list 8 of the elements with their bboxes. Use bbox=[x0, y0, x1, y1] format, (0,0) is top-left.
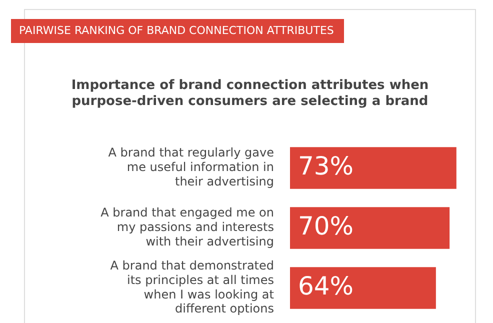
text: PAIRWISE RANKING OF BRAND CONNECTION ATTRIBUTES bbox=[11, 19, 344, 43]
y-tick-label: A brand that engaged me on my passions and interests with their advertising bbox=[100, 206, 274, 249]
y-tick-label: A brand that regularly gave me useful information in their advertising bbox=[108, 146, 274, 189]
data-label: 64% bbox=[298, 272, 354, 300]
data-label: 73% bbox=[298, 152, 354, 180]
y-tick-label: A brand that demonstrated its principles at all times when I was looking at different options bbox=[110, 258, 274, 316]
chart-subtitle: Importance of brand connection attributes when purpose-driven consumers are selecting a brand bbox=[70, 78, 430, 110]
data-label: 70% bbox=[298, 212, 354, 240]
